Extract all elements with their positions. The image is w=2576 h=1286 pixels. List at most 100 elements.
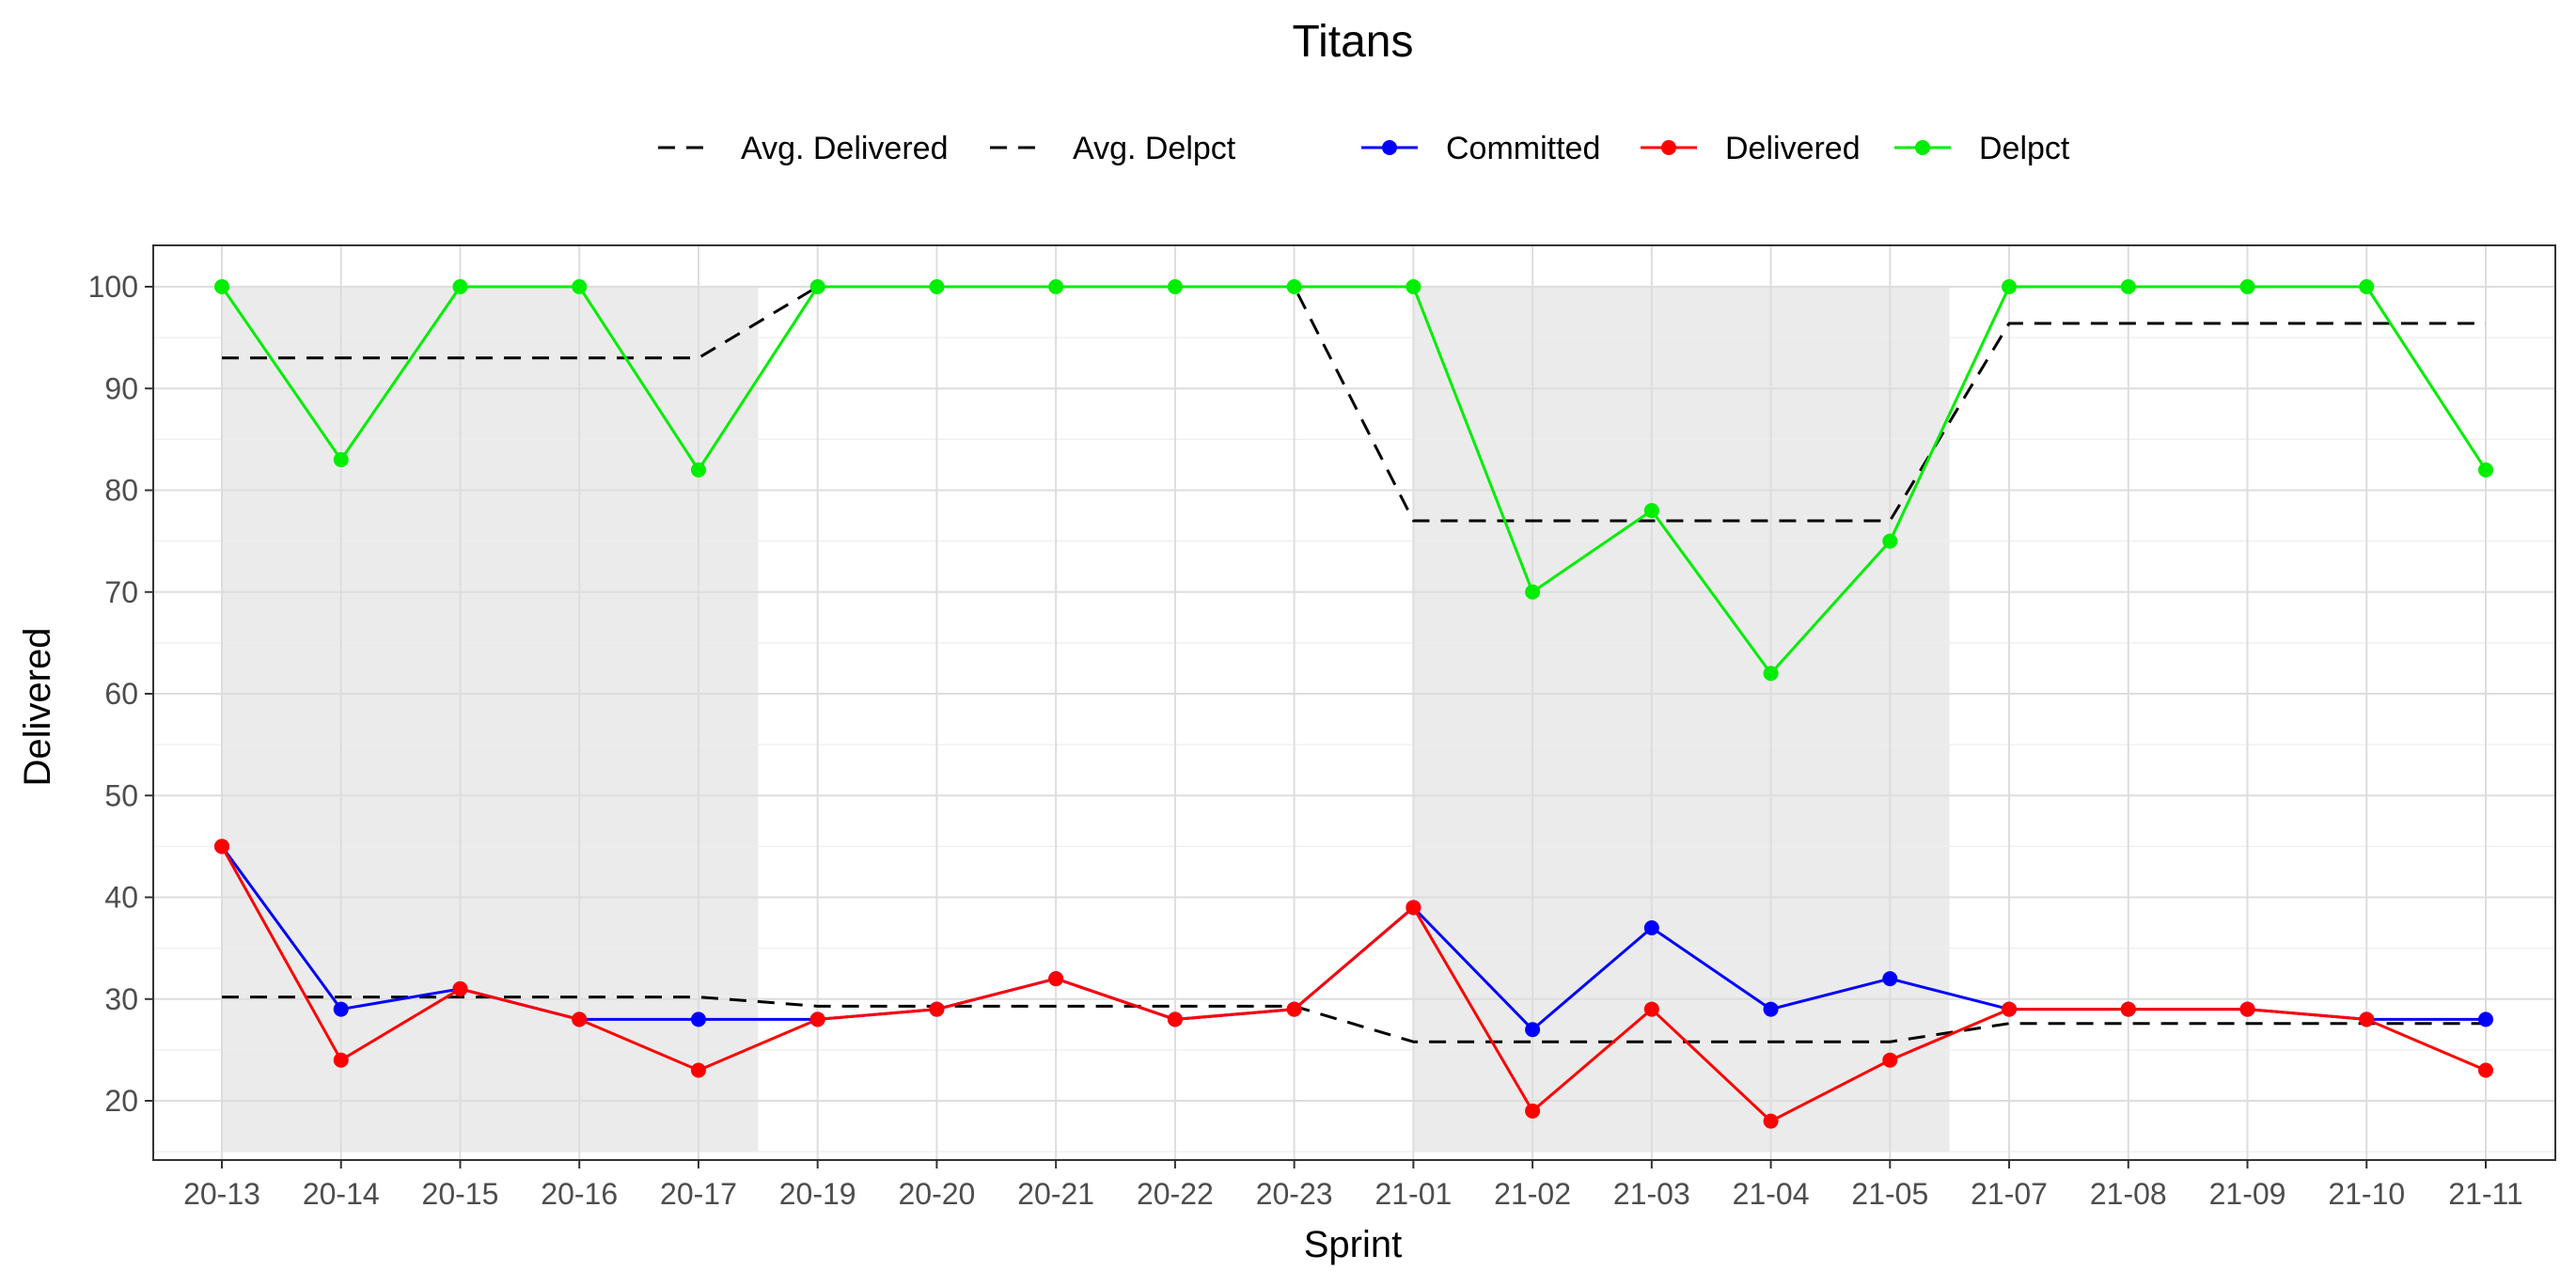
x-tick-label: 21-09 [2209, 1177, 2286, 1211]
x-tick-label: 21-08 [2090, 1177, 2167, 1211]
data-point-delivered [809, 1012, 825, 1027]
series-delpct [214, 279, 2493, 682]
series-avg-delpct [222, 285, 2486, 523]
plot-border [152, 244, 2556, 1161]
data-point-delivered [929, 1001, 945, 1017]
x-tick-label: 21-05 [1851, 1177, 1928, 1211]
legend: Avg. Delivered Avg. Delpct Committed Delive… [658, 131, 2070, 166]
data-point-delivered [1643, 1001, 1659, 1017]
x-tick-label: 21-01 [1374, 1177, 1452, 1211]
shaded-region-2 [1413, 287, 1950, 1153]
data-point-delivered [214, 839, 229, 855]
data-point-delivered [2239, 1001, 2255, 1017]
y-tick-label: 60 [104, 677, 138, 711]
y-tick-label: 90 [104, 371, 138, 405]
data-point-delivered [1048, 971, 1064, 987]
legend-key-point-delivered [1661, 140, 1676, 155]
data-point-committed [333, 1001, 349, 1017]
x-tick-label: 20-23 [1256, 1177, 1333, 1211]
data-point-committed [1882, 971, 1898, 987]
legend-label-avg-delpct: Avg. Delpct [1073, 131, 1236, 166]
data-point-delpct [2239, 279, 2255, 294]
plot-background [222, 287, 1950, 1153]
x-tick-label: 21-03 [1613, 1177, 1690, 1211]
y-axis-title: Delivered [17, 628, 58, 787]
data-point-delivered [1406, 900, 1422, 916]
legend-label-avg-delivered: Avg. Delivered [741, 131, 949, 166]
data-point-delpct [1643, 503, 1659, 519]
data-point-delpct [2359, 279, 2375, 294]
series-layer [214, 279, 2493, 1129]
data-point-committed [1763, 1001, 1779, 1017]
data-point-delivered [1763, 1113, 1779, 1129]
data-point-delivered [1167, 1012, 1183, 1027]
y-tick-label: 80 [104, 474, 138, 508]
data-point-delpct [572, 279, 588, 294]
x-tick-label: 21-11 [2448, 1177, 2522, 1211]
legend-label-delivered: Delivered [1725, 131, 1861, 166]
data-point-delpct [214, 279, 229, 294]
series-line-avg-delivered [222, 996, 2486, 1043]
data-point-delpct [1286, 279, 1302, 294]
data-point-delpct [1167, 279, 1183, 294]
series-avg-delivered [222, 996, 2486, 1043]
y-tick-label: 100 [88, 270, 138, 304]
data-point-delivered [1286, 1001, 1302, 1017]
data-point-delpct [1763, 666, 1779, 682]
data-point-delpct [2120, 279, 2136, 294]
data-point-delpct [690, 462, 706, 478]
data-point-delivered [452, 980, 468, 996]
y-tick-label: 50 [104, 778, 138, 812]
series-line-avg-delpct [222, 285, 2486, 523]
axes: 20 30 40 50 60 70 80 90 100 20-13 20-14 20-15 20-16 2… [88, 270, 2523, 1211]
data-point-delivered [333, 1052, 349, 1068]
data-point-delivered [2359, 1012, 2375, 1027]
data-point-delivered [1525, 1103, 1541, 1119]
x-tick-label: 20-14 [303, 1177, 380, 1211]
data-point-delivered [2478, 1062, 2493, 1078]
x-tick-label: 20-22 [1137, 1177, 1214, 1211]
data-point-delivered [690, 1062, 706, 1078]
data-point-committed [2478, 1012, 2493, 1027]
legend-label-committed: Committed [1446, 131, 1600, 166]
data-point-delivered [2002, 1001, 2018, 1017]
x-tick-label: 20-20 [898, 1177, 975, 1211]
x-tick-label: 20-15 [422, 1177, 499, 1211]
legend-key-point-delpct [1915, 140, 1930, 155]
data-point-delpct [809, 279, 825, 294]
x-tick-label: 20-13 [183, 1177, 260, 1211]
chart-title: Titans [1293, 17, 1414, 67]
x-tick-label: 20-21 [1017, 1177, 1094, 1211]
series-line-delivered [220, 845, 2487, 1123]
x-tick-label: 21-04 [1733, 1177, 1810, 1211]
data-point-delpct [1525, 584, 1541, 600]
data-point-committed [1643, 919, 1659, 935]
data-point-delivered [2120, 1001, 2136, 1017]
data-point-committed [1525, 1022, 1541, 1038]
legend-label-delpct: Delpct [1979, 131, 2070, 166]
x-tick-label: 21-02 [1494, 1177, 1571, 1211]
y-tick-label: 30 [104, 982, 138, 1016]
data-point-delpct [2478, 462, 2493, 478]
data-point-delpct [929, 279, 945, 294]
data-point-delpct [333, 452, 349, 468]
gridlines [153, 245, 2555, 1160]
data-point-delivered [572, 1012, 588, 1027]
x-tick-label: 21-10 [2328, 1177, 2405, 1211]
data-point-delivered [1882, 1052, 1898, 1068]
legend-key-point-committed [1382, 140, 1397, 155]
series-delivered [214, 839, 2493, 1129]
data-point-delpct [2002, 279, 2018, 294]
data-point-delpct [1048, 279, 1064, 294]
data-point-delpct [1406, 279, 1422, 294]
x-tick-label: 21-07 [1971, 1177, 2048, 1211]
x-tick-label: 20-16 [541, 1177, 618, 1211]
data-point-delpct [1882, 533, 1898, 549]
data-point-committed [690, 1012, 706, 1027]
y-tick-label: 20 [104, 1084, 138, 1118]
data-point-delpct [452, 279, 468, 294]
series-line-delpct [220, 285, 2488, 675]
y-tick-label: 70 [104, 575, 138, 609]
x-tick-label: 20-19 [779, 1177, 856, 1211]
